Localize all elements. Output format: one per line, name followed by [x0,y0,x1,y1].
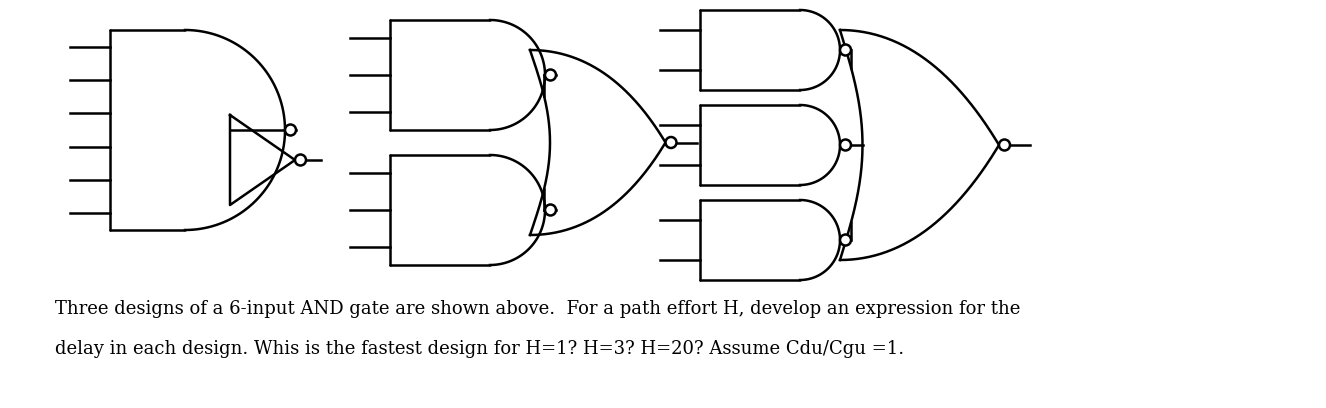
Circle shape [998,140,1010,151]
Circle shape [839,44,851,55]
Circle shape [545,69,556,80]
Circle shape [839,235,851,246]
Text: Three designs of a 6-input AND gate are shown above.  For a path effort H, devel: Three designs of a 6-input AND gate are … [54,300,1021,318]
Circle shape [666,137,676,148]
Circle shape [294,155,306,166]
Circle shape [545,204,556,215]
Circle shape [285,124,296,135]
Text: delay in each design. Whis is the fastest design for H=1? H=3? H=20? Assume Cdu/: delay in each design. Whis is the fastes… [54,340,904,358]
Circle shape [839,140,851,151]
